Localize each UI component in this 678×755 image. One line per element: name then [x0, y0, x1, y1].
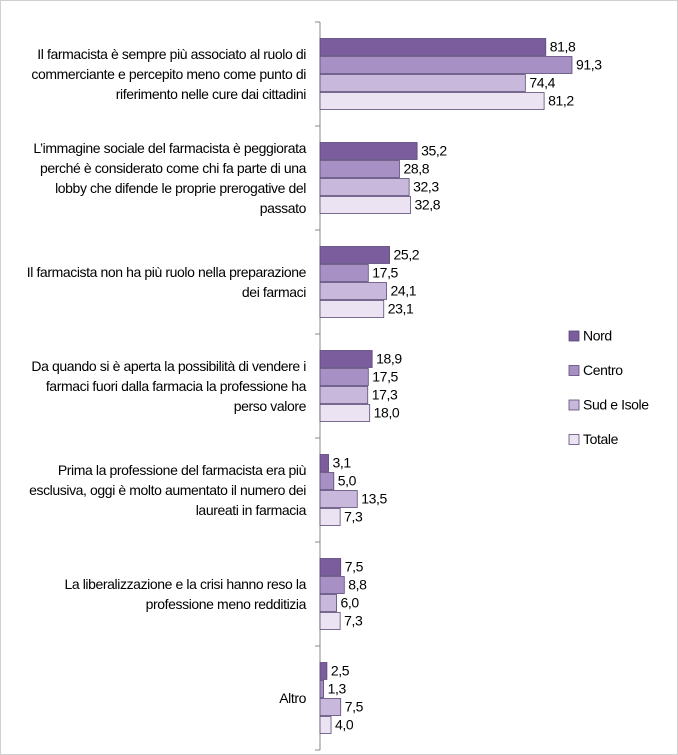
bar	[319, 490, 358, 508]
category-label: Prima la professione del farmacista era …	[29, 462, 306, 518]
legend-swatch	[568, 434, 580, 445]
bar	[319, 282, 387, 300]
value-label: 7,5	[345, 559, 364, 575]
value-label: 32,8	[415, 197, 441, 213]
category-label: Da quando si è aperta la possibilità di …	[31, 358, 306, 414]
bar	[319, 350, 373, 368]
value-label: 81,8	[550, 39, 576, 55]
bar	[319, 594, 337, 612]
value-label: 18,9	[376, 351, 402, 367]
value-label: 7,3	[344, 509, 363, 525]
value-label: 4,0	[335, 717, 354, 733]
category-label: Altro	[279, 690, 306, 706]
value-label: 13,5	[361, 491, 387, 507]
bar	[319, 508, 341, 526]
bar	[319, 404, 371, 422]
legend-label: Totale	[583, 431, 619, 447]
bar	[319, 454, 329, 472]
value-label: 24,1	[391, 283, 417, 299]
bar	[319, 662, 328, 680]
value-label: 35,2	[421, 143, 447, 159]
value-label: 17,5	[372, 265, 398, 281]
bar	[319, 716, 332, 734]
value-label: 6,0	[341, 595, 360, 611]
value-label: 74,4	[529, 75, 555, 91]
value-label: 17,5	[372, 369, 398, 385]
bar	[319, 612, 341, 630]
category-label: Il farmacista è sempre più associato al …	[31, 46, 306, 102]
value-label: 81,2	[548, 93, 574, 109]
legend-swatch	[568, 330, 580, 342]
value-label: 91,3	[576, 57, 602, 73]
bar	[319, 264, 369, 282]
bar	[319, 178, 410, 196]
bar	[319, 368, 369, 386]
category-label: La liberalizzazione e la crisi hanno res…	[64, 576, 306, 612]
value-label: 18,0	[374, 405, 400, 421]
value-label: 1,3	[328, 681, 347, 697]
bar	[319, 160, 400, 178]
bar	[319, 698, 342, 716]
value-label: 17,3	[372, 387, 398, 403]
bar	[319, 472, 335, 490]
bar	[319, 386, 369, 404]
value-label: 7,5	[345, 699, 364, 715]
legend-swatch	[568, 365, 580, 376]
legend-label: Nord	[583, 328, 612, 344]
value-label: 23,1	[388, 301, 414, 317]
category-label: L’immagine sociale del farmacista è pegg…	[33, 140, 306, 216]
bar	[319, 56, 573, 74]
bar	[319, 246, 390, 264]
bar	[319, 558, 342, 576]
bar	[319, 196, 411, 214]
value-label: 2,5	[331, 663, 350, 679]
value-label: 32,3	[413, 179, 439, 195]
legend-label: Sud e Isole	[583, 397, 649, 413]
bar	[319, 142, 418, 160]
value-label: 28,8	[403, 161, 429, 177]
value-label: 8,8	[348, 577, 367, 593]
category-label: Il farmacista non ha più ruolo nella pre…	[26, 264, 307, 300]
bar	[319, 576, 345, 594]
bar	[319, 300, 385, 318]
value-label: 3,1	[333, 455, 352, 471]
value-label: 7,3	[344, 613, 363, 629]
legend-swatch	[568, 399, 580, 411]
bar	[319, 680, 324, 698]
bar	[319, 38, 547, 56]
legend-label: Centro	[583, 362, 623, 378]
value-label: 5,0	[338, 473, 357, 489]
bar	[319, 74, 526, 92]
bar	[319, 92, 545, 110]
value-label: 25,2	[394, 247, 420, 263]
